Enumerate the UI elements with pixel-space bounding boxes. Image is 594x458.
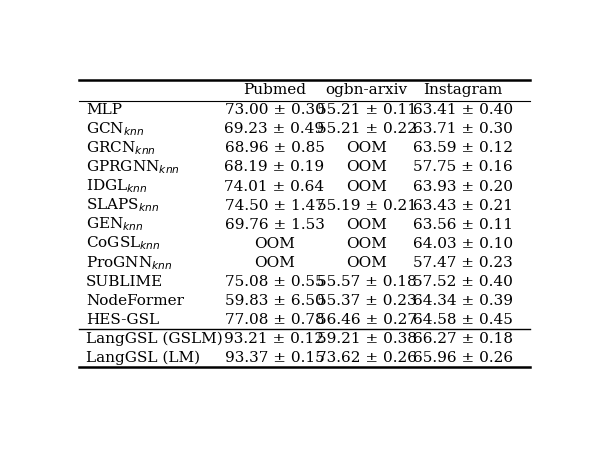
Text: 93.21 ± 0.12: 93.21 ± 0.12 (225, 332, 324, 346)
Text: 68.19 ± 0.19: 68.19 ± 0.19 (225, 160, 324, 174)
Text: OOM: OOM (254, 237, 295, 251)
Text: LangGSL (LM): LangGSL (LM) (86, 351, 200, 365)
Text: 59.83 ± 6.50: 59.83 ± 6.50 (225, 294, 324, 308)
Text: 65.96 ± 0.26: 65.96 ± 0.26 (413, 351, 513, 365)
Text: 93.37 ± 0.15: 93.37 ± 0.15 (225, 351, 324, 365)
Text: 57.75 ± 0.16: 57.75 ± 0.16 (413, 160, 513, 174)
Text: OOM: OOM (346, 160, 387, 174)
Text: 63.71 ± 0.30: 63.71 ± 0.30 (413, 122, 513, 136)
Text: 69.76 ± 1.53: 69.76 ± 1.53 (225, 218, 324, 232)
Text: 55.37 ± 0.23: 55.37 ± 0.23 (317, 294, 416, 308)
Text: ogbn-arxiv: ogbn-arxiv (326, 83, 407, 97)
Text: 63.41 ± 0.40: 63.41 ± 0.40 (413, 104, 513, 117)
Text: 68.96 ± 0.85: 68.96 ± 0.85 (225, 142, 324, 155)
Text: ProGNN$_{\mathit{knn}}$: ProGNN$_{\mathit{knn}}$ (86, 254, 172, 272)
Text: 55.57 ± 0.18: 55.57 ± 0.18 (317, 275, 416, 289)
Text: OOM: OOM (346, 237, 387, 251)
Text: 64.58 ± 0.45: 64.58 ± 0.45 (413, 313, 513, 327)
Text: SLAPS$_{\mathit{knn}}$: SLAPS$_{\mathit{knn}}$ (86, 196, 159, 214)
Text: CoGSL$_{\mathit{knn}}$: CoGSL$_{\mathit{knn}}$ (86, 235, 160, 252)
Text: OOM: OOM (346, 256, 387, 270)
Text: 69.23 ± 0.49: 69.23 ± 0.49 (225, 122, 324, 136)
Text: 55.21 ± 0.22: 55.21 ± 0.22 (317, 122, 416, 136)
Text: 74.50 ± 1.47: 74.50 ± 1.47 (225, 199, 324, 213)
Text: GEN$_{\mathit{knn}}$: GEN$_{\mathit{knn}}$ (86, 216, 144, 234)
Text: 57.47 ± 0.23: 57.47 ± 0.23 (413, 256, 513, 270)
Text: 55.19 ± 0.21: 55.19 ± 0.21 (317, 199, 416, 213)
Text: 73.00 ± 0.30: 73.00 ± 0.30 (225, 104, 324, 117)
Text: 63.59 ± 0.12: 63.59 ± 0.12 (413, 142, 513, 155)
Text: 57.52 ± 0.40: 57.52 ± 0.40 (413, 275, 513, 289)
Text: 77.08 ± 0.78: 77.08 ± 0.78 (225, 313, 324, 327)
Text: MLP: MLP (86, 104, 122, 117)
Text: GPRGNN$_{\mathit{knn}}$: GPRGNN$_{\mathit{knn}}$ (86, 158, 179, 176)
Text: 63.56 ± 0.11: 63.56 ± 0.11 (413, 218, 513, 232)
Text: 63.93 ± 0.20: 63.93 ± 0.20 (413, 180, 513, 193)
Text: GRCN$_{\mathit{knn}}$: GRCN$_{\mathit{knn}}$ (86, 140, 156, 157)
Text: LangGSL (GSLM): LangGSL (GSLM) (86, 332, 223, 346)
Text: 73.62 ± 0.26: 73.62 ± 0.26 (317, 351, 416, 365)
Text: OOM: OOM (254, 256, 295, 270)
Text: NodeFormer: NodeFormer (86, 294, 184, 308)
Text: HES-GSL: HES-GSL (86, 313, 159, 327)
Text: IDGL$_{\mathit{knn}}$: IDGL$_{\mathit{knn}}$ (86, 178, 147, 196)
Text: Instagram: Instagram (424, 83, 503, 97)
Text: 64.03 ± 0.10: 64.03 ± 0.10 (413, 237, 513, 251)
Text: 75.08 ± 0.55: 75.08 ± 0.55 (225, 275, 324, 289)
Text: OOM: OOM (346, 180, 387, 193)
Text: GCN$_{\mathit{knn}}$: GCN$_{\mathit{knn}}$ (86, 120, 144, 138)
Text: 64.34 ± 0.39: 64.34 ± 0.39 (413, 294, 513, 308)
Text: 56.46 ± 0.27: 56.46 ± 0.27 (317, 313, 416, 327)
Text: 59.21 ± 0.38: 59.21 ± 0.38 (317, 332, 416, 346)
Text: OOM: OOM (346, 218, 387, 232)
Text: 66.27 ± 0.18: 66.27 ± 0.18 (413, 332, 513, 346)
Text: OOM: OOM (346, 142, 387, 155)
Text: Pubmed: Pubmed (243, 83, 306, 97)
Text: 74.01 ± 0.64: 74.01 ± 0.64 (225, 180, 324, 193)
Text: SUBLIME: SUBLIME (86, 275, 163, 289)
Text: 55.21 ± 0.11: 55.21 ± 0.11 (317, 104, 416, 117)
Text: 63.43 ± 0.21: 63.43 ± 0.21 (413, 199, 513, 213)
